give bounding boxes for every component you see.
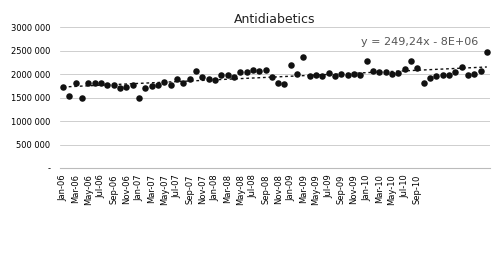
Point	[274, 81, 282, 86]
Point	[242, 70, 250, 74]
Point	[388, 72, 396, 76]
Point	[312, 73, 320, 78]
Point	[414, 66, 422, 71]
Point	[224, 72, 232, 77]
Point	[110, 83, 118, 87]
Point	[280, 82, 288, 86]
Point	[166, 83, 174, 88]
Point	[293, 72, 301, 76]
Point	[356, 72, 364, 77]
Point	[394, 71, 402, 75]
Point	[211, 78, 219, 82]
Point	[300, 55, 308, 59]
Point	[432, 74, 440, 79]
Point	[306, 74, 314, 79]
Point	[66, 94, 74, 98]
Point	[78, 96, 86, 100]
Point	[116, 86, 124, 90]
Point	[148, 84, 156, 88]
Point	[192, 69, 200, 73]
Point	[204, 77, 212, 81]
Point	[128, 83, 136, 88]
Point	[249, 68, 257, 72]
Point	[362, 59, 370, 64]
Point	[318, 74, 326, 78]
Point	[84, 80, 92, 85]
Point	[180, 81, 188, 86]
Point	[217, 73, 225, 78]
Point	[420, 80, 428, 85]
Point	[382, 70, 390, 74]
Point	[476, 69, 484, 73]
Point	[59, 85, 67, 89]
Point	[173, 77, 181, 81]
Point	[287, 63, 295, 67]
Point	[350, 72, 358, 76]
Point	[198, 75, 206, 79]
Point	[255, 69, 263, 73]
Point	[376, 70, 384, 74]
Point	[438, 72, 446, 77]
Point	[230, 75, 238, 79]
Point	[91, 80, 99, 85]
Point	[458, 65, 466, 70]
Point	[104, 83, 112, 88]
Title: Antidiabetics: Antidiabetics	[234, 13, 316, 26]
Point	[400, 67, 408, 72]
Point	[142, 86, 150, 90]
Text: y = 249,24x - 8E+06: y = 249,24x - 8E+06	[361, 37, 478, 47]
Point	[268, 75, 276, 79]
Point	[407, 59, 415, 64]
Point	[325, 71, 333, 75]
Point	[369, 69, 377, 73]
Point	[331, 74, 339, 78]
Point	[445, 73, 453, 77]
Point	[135, 96, 143, 101]
Point	[186, 77, 194, 81]
Point	[160, 80, 168, 84]
Point	[122, 85, 130, 89]
Point	[338, 72, 345, 76]
Point	[470, 72, 478, 76]
Point	[483, 50, 491, 54]
Point	[72, 81, 80, 86]
Point	[97, 81, 105, 85]
Point	[236, 70, 244, 74]
Point	[426, 76, 434, 80]
Point	[262, 68, 270, 72]
Point	[451, 70, 459, 74]
Point	[344, 73, 351, 77]
Point	[154, 83, 162, 88]
Point	[464, 73, 472, 78]
